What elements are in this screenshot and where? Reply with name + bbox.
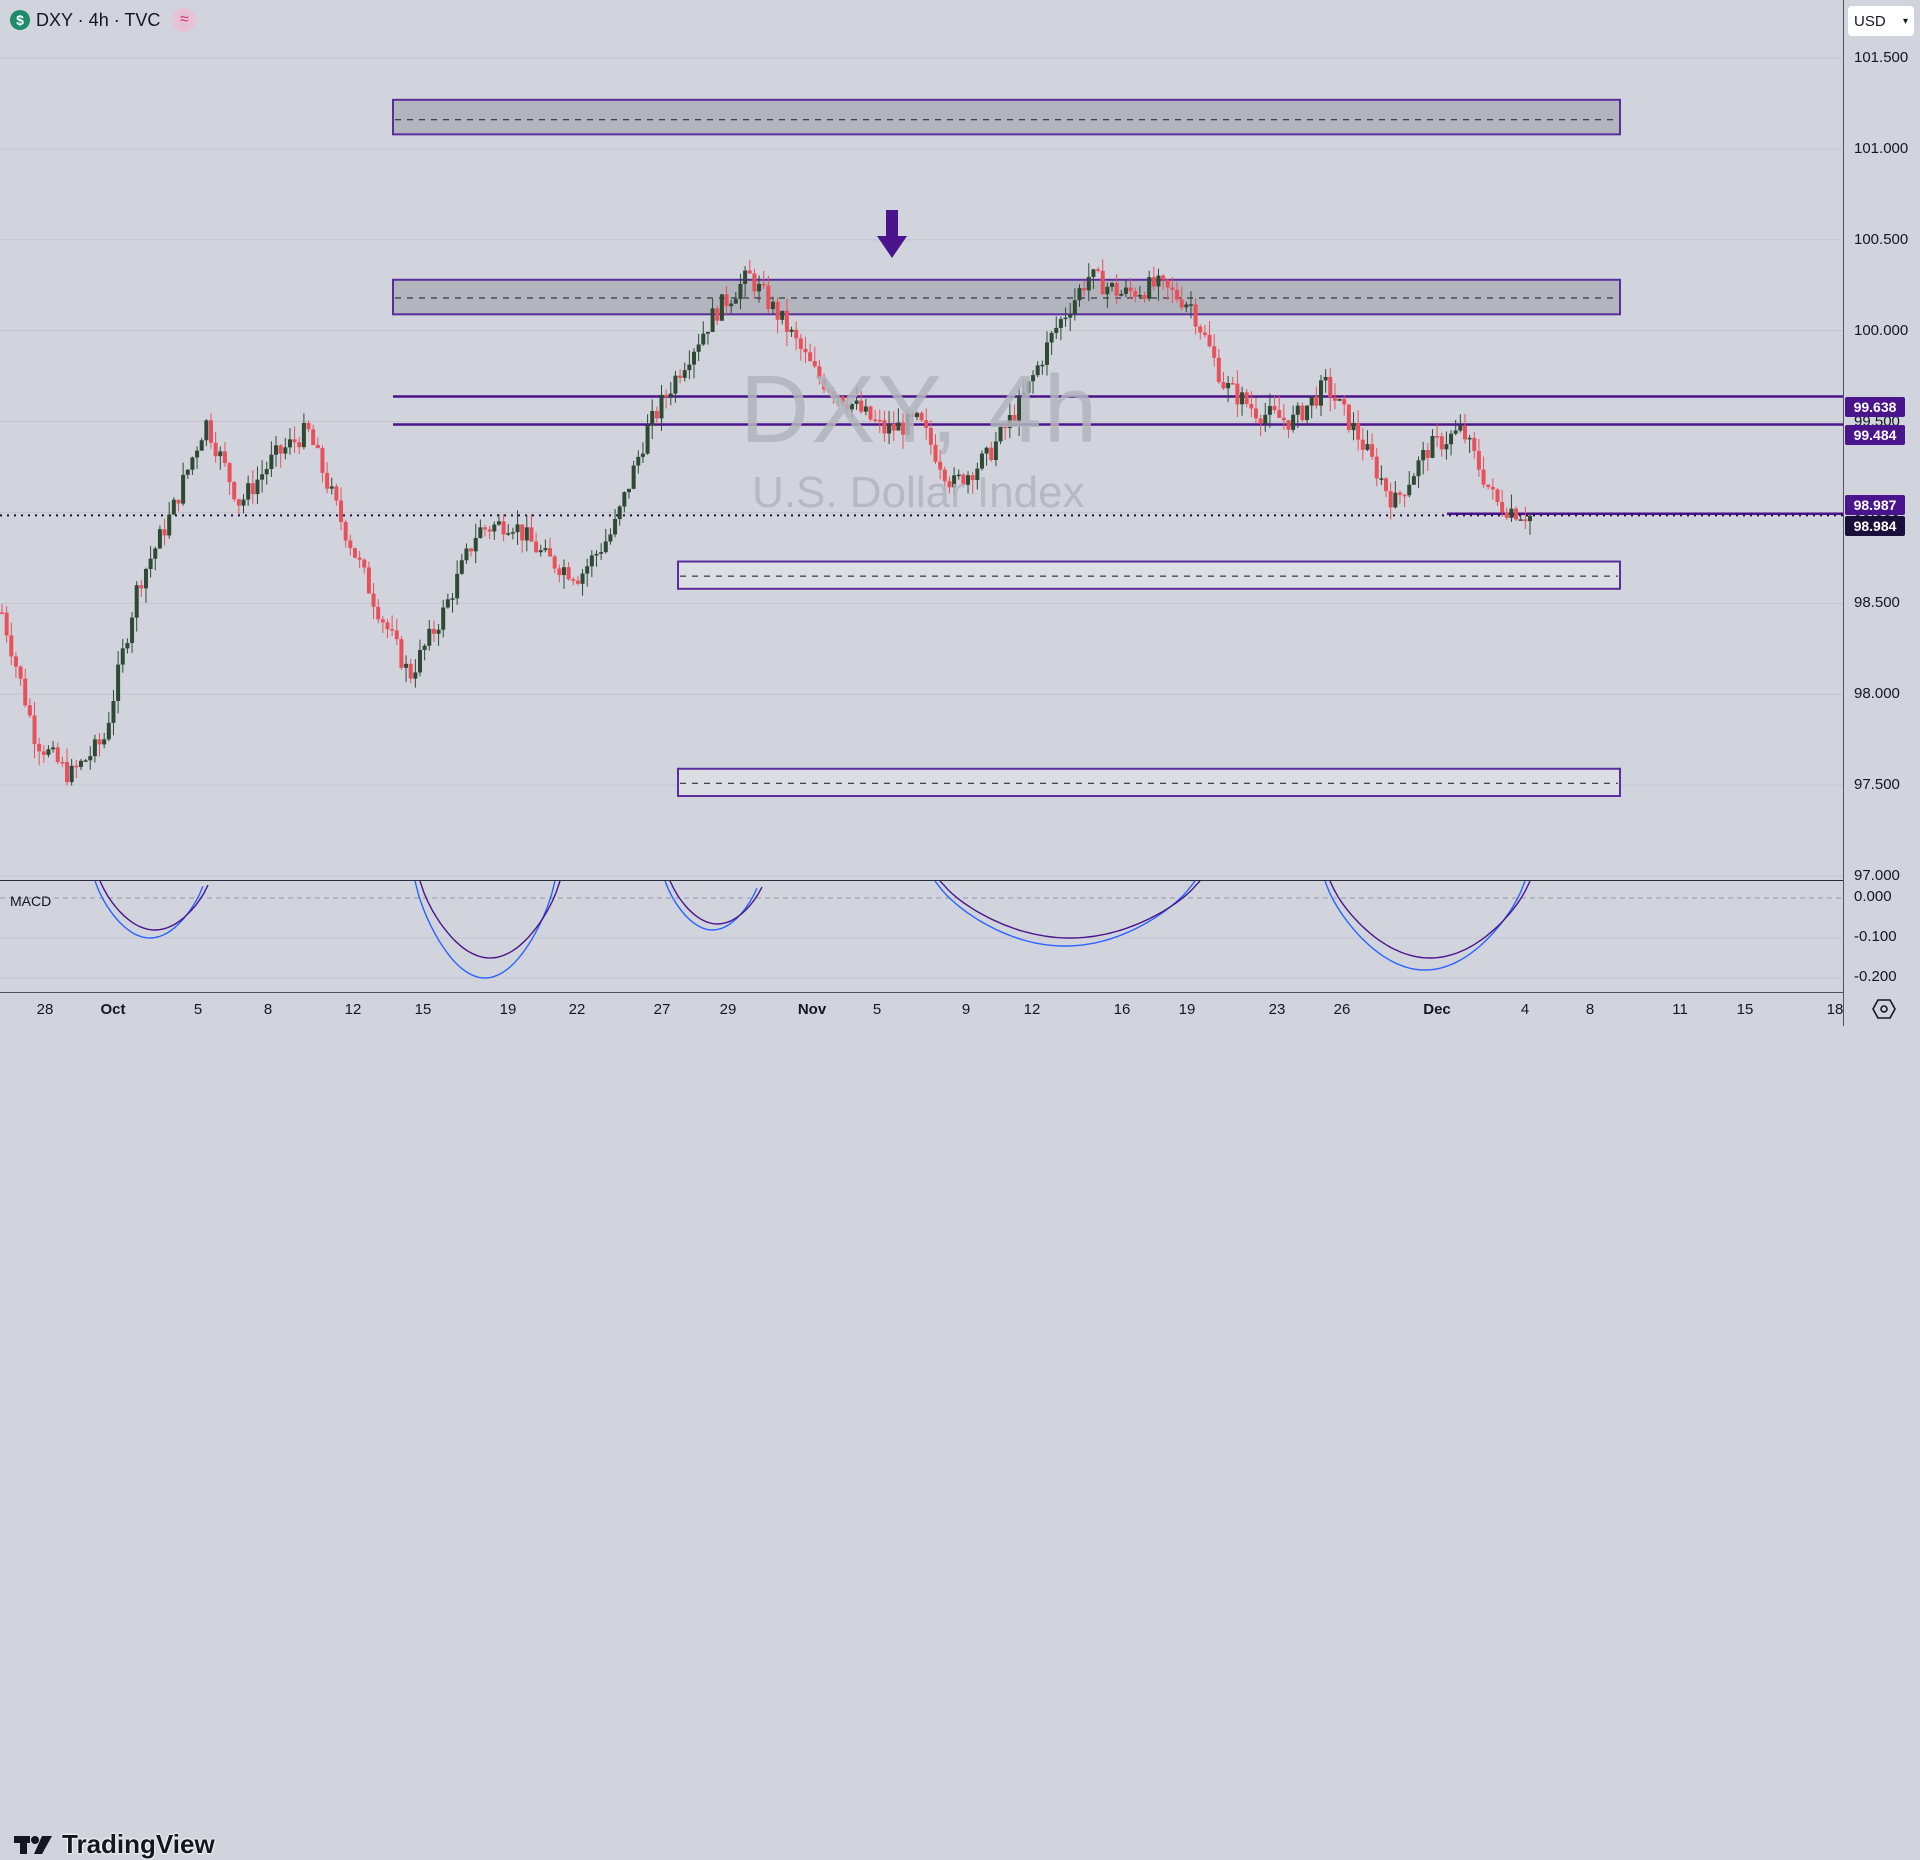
price-badge: 99.638 xyxy=(1845,397,1905,417)
tradingview-logo[interactable]: TradingView xyxy=(14,1829,215,1860)
time-tick: 5 xyxy=(193,1001,203,1018)
dollar-icon: $ xyxy=(10,10,30,30)
chevron-down-icon: ▾ xyxy=(1902,15,1908,27)
time-tick: 12 xyxy=(1023,1001,1041,1018)
price-chart[interactable]: DXY, 4h U.S. Dollar Index $ DXY · 4h · T… xyxy=(0,0,1843,880)
settings-gear-icon[interactable] xyxy=(1872,998,1896,1020)
time-tick: 4 xyxy=(1520,1001,1530,1018)
time-tick: 11 xyxy=(1672,1001,1688,1018)
macd-tick: 0.000 xyxy=(1854,888,1892,905)
time-tick: 5 xyxy=(872,1001,882,1018)
currency-select[interactable]: USD ▾ xyxy=(1848,6,1914,36)
time-tick: Oct xyxy=(100,1001,126,1018)
price-tick: 101.500 xyxy=(1854,49,1909,66)
macd-plot xyxy=(0,880,1843,979)
time-tick: 22 xyxy=(568,1001,586,1018)
time-tick: 12 xyxy=(344,1001,362,1018)
time-tick: 8 xyxy=(1585,1001,1595,1018)
price-tick: 97.500 xyxy=(1854,776,1900,794)
price-badge: 99.484 xyxy=(1845,425,1905,445)
time-tick: 19 xyxy=(1178,1001,1196,1018)
time-tick: 15 xyxy=(414,1001,432,1018)
time-tick: 15 xyxy=(1736,1001,1754,1018)
tradingview-logo-icon xyxy=(14,1835,52,1854)
time-tick: Dec xyxy=(1423,1001,1451,1018)
time-axis[interactable]: 28 Oct 5 8 12 15 19 22 27 29 Nov 5 9 12 16 19 23 26 Dec 4 8 1… xyxy=(0,992,1843,1026)
price-tick: 100.000 xyxy=(1854,321,1909,339)
symbol-description-watermark: U.S. Dollar Index xyxy=(752,468,1085,517)
macd-pane[interactable]: MACD TradingView xyxy=(0,880,1843,1859)
macd-label: MACD xyxy=(10,893,52,909)
price-tick: 100.500 xyxy=(1854,230,1909,248)
candlestick-plot[interactable] xyxy=(0,0,1843,880)
price-badge: 98.987 xyxy=(1845,495,1905,515)
currency-value: USD xyxy=(1854,12,1886,30)
indicator-status-icon[interactable]: ≈ xyxy=(172,8,197,32)
price-tick: 98.000 xyxy=(1854,685,1900,703)
tradingview-logo-text: TradingView xyxy=(62,1829,215,1859)
macd-tick: -0.100 xyxy=(1854,928,1897,945)
time-tick: Nov xyxy=(797,1001,827,1018)
time-tick: 19 xyxy=(499,1001,517,1018)
time-tick: 16 xyxy=(1113,1001,1131,1018)
time-tick: 29 xyxy=(719,1001,737,1018)
symbol-title[interactable]: DXY · 4h · TVC xyxy=(36,9,161,30)
time-tick: 9 xyxy=(961,1001,971,1018)
price-badge: 98.984 xyxy=(1845,516,1905,536)
time-tick: 28 xyxy=(36,1001,54,1018)
time-tick: 18 xyxy=(1826,1001,1844,1018)
symbol-watermark: DXY, 4h xyxy=(740,356,1100,463)
time-tick: 27 xyxy=(653,1001,671,1018)
symbol-header[interactable]: $ DXY · 4h · TVC ≈ xyxy=(10,8,197,32)
price-tick: 97.000 xyxy=(1854,867,1900,884)
price-tick: 98.500 xyxy=(1854,594,1900,612)
time-tick: 23 xyxy=(1268,1001,1286,1018)
time-tick: 8 xyxy=(263,1001,273,1018)
macd-tick: -0.200 xyxy=(1854,968,1897,985)
price-tick: 101.000 xyxy=(1854,139,1909,157)
time-tick: 26 xyxy=(1333,1001,1351,1018)
